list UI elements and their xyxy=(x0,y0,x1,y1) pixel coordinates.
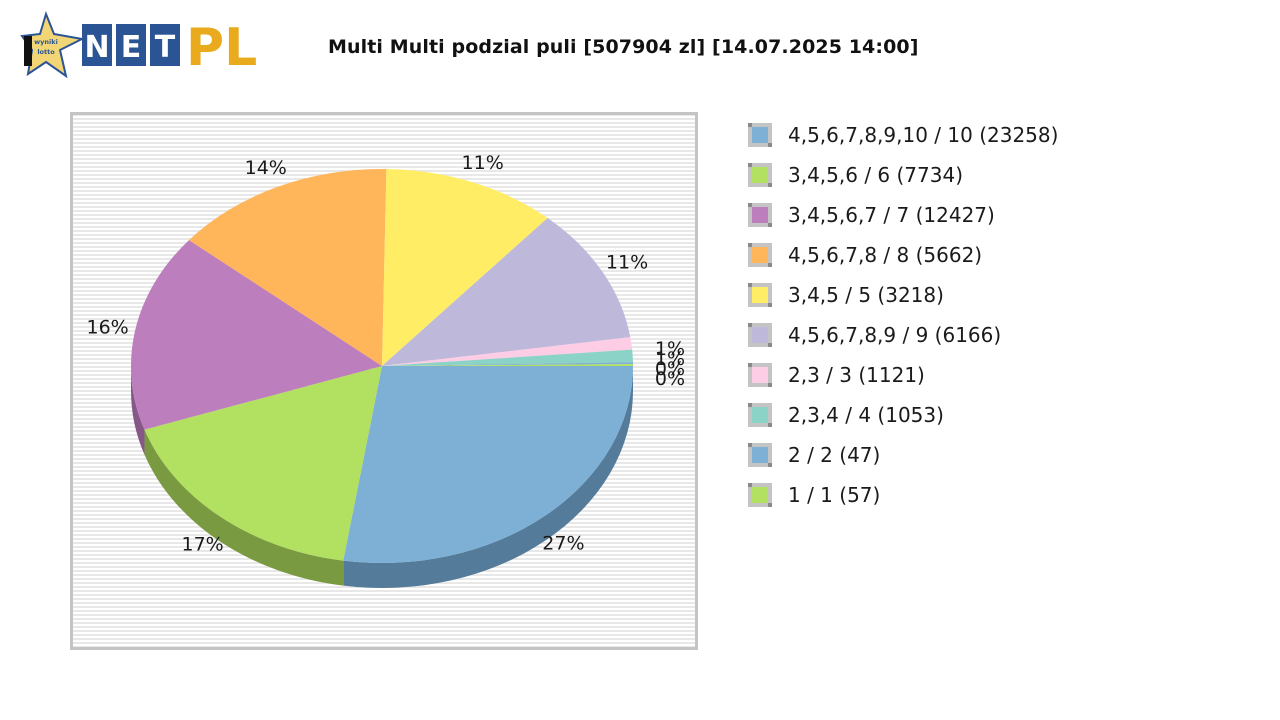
legend-swatch xyxy=(748,403,772,427)
logo-star-text-1: wyniki xyxy=(34,38,58,46)
legend-item: 2,3,4 / 4 (1053) xyxy=(748,402,1058,442)
legend-item: 4,5,6,7,8,9 / 9 (6166) xyxy=(748,322,1058,362)
legend-swatch xyxy=(748,443,772,467)
pie-slice xyxy=(382,217,631,366)
pie-percent-label: 17% xyxy=(182,534,224,556)
pie-percent-label: 14% xyxy=(245,157,287,179)
legend-swatch xyxy=(748,123,772,147)
legend-item: 1 / 1 (57) xyxy=(748,482,1058,522)
logo-shadow xyxy=(24,36,32,66)
svg-text:PL: PL xyxy=(186,18,257,78)
pie-percent-label: 1% xyxy=(655,338,685,360)
legend-label: 4,5,6,7,8,9,10 / 10 (23258) xyxy=(788,123,1059,147)
legend-label: 2,3,4 / 4 (1053) xyxy=(788,403,944,427)
pie-slice-side xyxy=(131,366,145,455)
chart-title: Multi Multi podzial puli [507904 zl] [14… xyxy=(328,36,919,58)
legend-label: 3,4,5 / 5 (3218) xyxy=(788,283,944,307)
pie-slice xyxy=(382,337,633,366)
legend-swatch xyxy=(748,323,772,347)
svg-text:N: N xyxy=(84,30,109,65)
pie-percent-label: 11% xyxy=(606,251,648,273)
legend-swatch xyxy=(748,363,772,387)
site-logo[interactable]: wyniki lotto N E T PL xyxy=(20,10,265,78)
legend-item: 2 / 2 (47) xyxy=(748,442,1058,482)
legend-item: 4,5,6,7,8,9,10 / 10 (23258) xyxy=(748,122,1058,162)
legend-swatch xyxy=(748,483,772,507)
pie-percent-label: 0% xyxy=(655,368,685,390)
pie-percent-label: 11% xyxy=(462,152,504,174)
pie-slice xyxy=(131,240,382,430)
legend-label: 4,5,6,7,8,9 / 9 (6166) xyxy=(788,323,1002,347)
pie-slices xyxy=(131,169,633,563)
legend-label: 3,4,5,6 / 6 (7734) xyxy=(788,163,964,187)
pie-chart-plot: 27%17%16%14% 11%11%1%1%0%0% xyxy=(70,112,698,650)
legend-item: 3,4,5,6 / 6 (7734) xyxy=(748,162,1058,202)
pie-slice xyxy=(188,169,387,366)
star-icon xyxy=(20,10,86,78)
legend-item: 3,4,5,6,7 / 7 (12427) xyxy=(748,202,1058,242)
pie-slice-side xyxy=(144,429,344,586)
svg-text:T: T xyxy=(155,30,176,65)
logo-letters: N E T PL xyxy=(82,18,257,78)
legend-swatch xyxy=(748,243,772,267)
pie-slice xyxy=(343,366,633,563)
pie-percent-label: 1% xyxy=(655,348,685,370)
legend-item: 4,5,6,7,8 / 8 (5662) xyxy=(748,242,1058,282)
svg-text:E: E xyxy=(121,30,142,65)
legend-swatch xyxy=(748,283,772,307)
chart-legend: 4,5,6,7,8,9,10 / 10 (23258) 3,4,5,6 / 6 (… xyxy=(748,122,1058,522)
pie-slice xyxy=(382,169,548,366)
legend-label: 4,5,6,7,8 / 8 (5662) xyxy=(788,243,983,267)
pie-slice xyxy=(382,362,633,366)
pie-slice-side xyxy=(343,366,633,588)
pie-percent-label: 0% xyxy=(655,358,685,380)
pie-labels: 27%17%16%14% 11%11%1%1%0%0% xyxy=(86,152,685,556)
pie-percent-label: 27% xyxy=(542,532,584,554)
legend-swatch xyxy=(748,203,772,227)
pie-slice xyxy=(144,366,382,561)
legend-label: 2,3 / 3 (1121) xyxy=(788,363,925,387)
pie-slice xyxy=(382,349,633,366)
pie-slice xyxy=(382,364,633,366)
legend-item: 2,3 / 3 (1121) xyxy=(748,362,1058,402)
logo-star-text-2: lotto xyxy=(37,48,55,56)
legend-label: 1 / 1 (57) xyxy=(788,483,881,507)
legend-label: 2 / 2 (47) xyxy=(788,443,881,467)
plot-border xyxy=(70,112,698,650)
legend-swatch xyxy=(748,163,772,187)
pie-percent-label: 16% xyxy=(86,316,128,338)
legend-item: 3,4,5 / 5 (3218) xyxy=(748,282,1058,322)
pie-3d-sides xyxy=(131,366,633,588)
legend-label: 3,4,5,6,7 / 7 (12427) xyxy=(788,203,995,227)
